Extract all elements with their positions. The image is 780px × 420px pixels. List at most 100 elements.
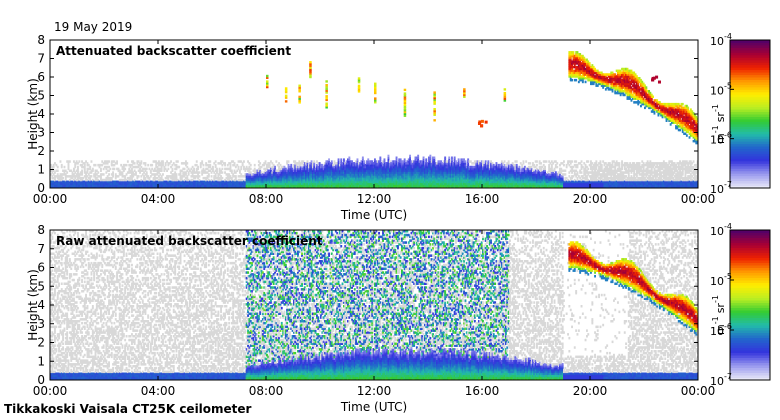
data-cell xyxy=(359,180,362,184)
data-cell xyxy=(565,163,568,167)
data-cell xyxy=(464,182,467,185)
data-cell xyxy=(584,176,587,180)
data-cell xyxy=(113,180,116,184)
data-cell xyxy=(569,184,572,187)
data-cell xyxy=(222,182,225,185)
data-cell xyxy=(140,175,143,178)
data-cell xyxy=(212,184,214,187)
data-cell xyxy=(293,173,295,176)
data-cell xyxy=(544,182,546,185)
data-cell xyxy=(437,180,440,184)
data-cell xyxy=(532,175,534,178)
data-cell xyxy=(139,169,141,172)
data-cell xyxy=(168,175,171,178)
data-cell xyxy=(527,180,530,184)
data-cell xyxy=(461,163,464,167)
data-cell xyxy=(279,178,282,182)
data-cell xyxy=(263,178,266,182)
data-cell xyxy=(583,182,586,185)
data-cell xyxy=(502,184,505,187)
data-cell xyxy=(104,186,106,188)
data-cell xyxy=(360,163,363,167)
data-cell xyxy=(260,178,263,182)
data-cell xyxy=(299,167,302,171)
data-cell xyxy=(363,163,366,167)
data-cell xyxy=(419,167,422,171)
data-cell xyxy=(303,178,306,182)
data-cell xyxy=(276,184,279,187)
data-cell xyxy=(333,184,336,187)
data-cell xyxy=(445,182,448,185)
data-cell xyxy=(328,173,330,176)
data-cell xyxy=(475,176,478,180)
data-cell xyxy=(368,169,371,172)
data-cell xyxy=(594,184,596,187)
data-cell xyxy=(294,163,297,167)
data-cell xyxy=(320,165,322,169)
data-cell xyxy=(475,171,478,174)
data-cell xyxy=(337,171,340,174)
data-cell xyxy=(314,167,317,171)
data-cell xyxy=(469,176,472,180)
data-cell xyxy=(590,162,592,165)
data-cell xyxy=(395,176,398,180)
data-cell xyxy=(521,167,524,171)
data-cell xyxy=(178,184,181,187)
data-cell xyxy=(276,178,279,182)
data-cell xyxy=(105,186,108,188)
data-cell xyxy=(271,173,274,176)
data-cell xyxy=(503,160,506,163)
data-cell xyxy=(135,165,137,169)
data-cell xyxy=(502,175,505,178)
data-cell xyxy=(422,163,425,167)
data-cell xyxy=(139,182,141,185)
data-cell xyxy=(259,169,262,172)
data-cell xyxy=(149,180,152,184)
data-cell xyxy=(343,184,345,187)
data-cell xyxy=(482,160,484,163)
data-cell xyxy=(333,160,336,163)
data-cell xyxy=(202,163,205,167)
data-cell xyxy=(160,182,163,185)
data-cell xyxy=(463,178,465,182)
data-cell xyxy=(406,167,409,171)
data-cell xyxy=(284,167,287,171)
data-cell xyxy=(75,184,78,187)
data-cell xyxy=(588,171,591,174)
data-cell xyxy=(432,180,434,184)
data-cell xyxy=(240,184,243,187)
data-cell xyxy=(511,184,514,187)
data-cell xyxy=(104,178,106,182)
data-cell xyxy=(426,178,429,182)
data-cell xyxy=(252,184,255,187)
data-cell xyxy=(407,176,410,180)
data-cell xyxy=(151,173,154,176)
data-cell xyxy=(441,171,444,174)
data-cell xyxy=(175,182,178,185)
data-cell xyxy=(506,162,509,165)
data-cell xyxy=(259,184,262,187)
data-cell xyxy=(402,160,405,163)
data-cell xyxy=(131,180,133,184)
data-cell xyxy=(136,165,139,169)
data-cell xyxy=(341,176,344,180)
data-cell xyxy=(66,186,69,188)
data-cell xyxy=(552,162,555,165)
data-cell xyxy=(244,178,247,182)
data-cell xyxy=(552,171,555,174)
data-cell xyxy=(544,160,546,163)
data-cell xyxy=(592,167,595,171)
data-cell xyxy=(295,182,298,185)
data-cell xyxy=(430,176,433,180)
data-cell xyxy=(343,178,345,182)
data-cell xyxy=(349,176,352,180)
data-cell xyxy=(249,176,252,180)
data-cell xyxy=(550,182,553,185)
data-cell xyxy=(329,173,332,176)
data-cell xyxy=(310,171,313,174)
data-cell xyxy=(114,173,117,176)
data-cell xyxy=(405,162,407,165)
data-cell xyxy=(299,176,302,180)
data-cell xyxy=(278,165,280,169)
data-cell xyxy=(124,186,127,188)
